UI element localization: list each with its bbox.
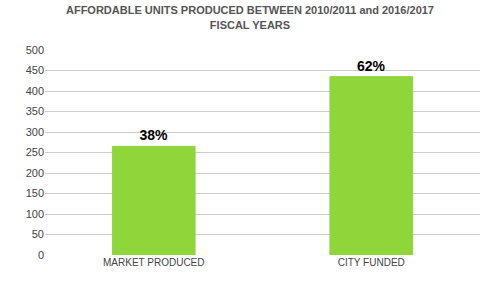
svg-text:200: 200 [26, 167, 44, 179]
svg-text:0: 0 [38, 249, 44, 261]
svg-text:400: 400 [26, 85, 44, 97]
svg-text:450: 450 [26, 64, 44, 76]
svg-text:250: 250 [26, 146, 44, 158]
svg-text:62%: 62% [357, 58, 386, 74]
svg-text:100: 100 [26, 208, 44, 220]
svg-text:50: 50 [32, 228, 44, 240]
svg-text:AFFORDABLE UNITS PRODUCED BETW: AFFORDABLE UNITS PRODUCED BETWEEN 2010/2… [66, 4, 434, 30]
svg-text:150: 150 [26, 187, 44, 199]
svg-text:CITY FUNDED: CITY FUNDED [338, 257, 405, 268]
svg-text:300: 300 [26, 126, 44, 138]
svg-text:MARKET PRODUCED: MARKET PRODUCED [103, 257, 205, 268]
svg-text:350: 350 [26, 105, 44, 117]
svg-text:38%: 38% [139, 127, 168, 143]
svg-text:500: 500 [26, 44, 44, 56]
